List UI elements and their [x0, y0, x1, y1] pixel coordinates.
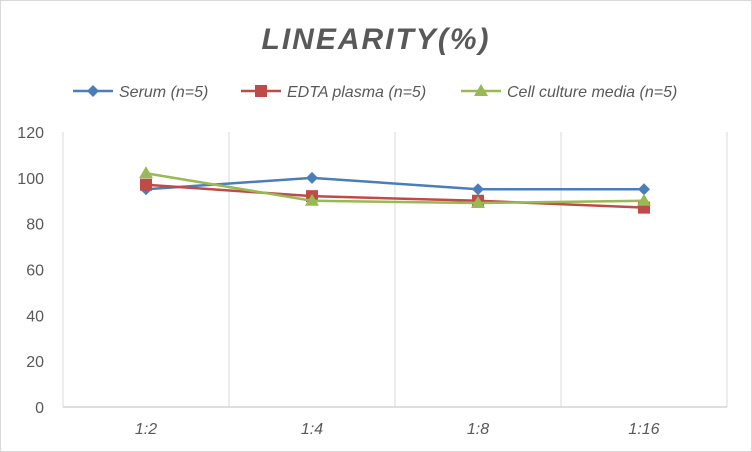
legend-item: Serum (n=5): [73, 84, 208, 101]
legend-item: EDTA plasma (n=5): [241, 84, 426, 101]
legend-label: Cell culture media (n=5): [507, 84, 677, 101]
legend-marker: [87, 85, 99, 97]
data-point: [638, 183, 650, 196]
data-point: [140, 178, 152, 191]
y-axis: 0 20 40 60 80 100 120: [17, 125, 44, 417]
series-3: [139, 166, 651, 209]
data-point: [305, 193, 319, 206]
legend: Serum (n=5) EDTA plasma (n=5) Cell culture…: [73, 84, 677, 101]
data-point: [139, 166, 153, 179]
x-tick-label: 1:4: [301, 421, 323, 438]
series-line: [145, 176, 644, 191]
x-tick-label: 1:16: [628, 421, 659, 438]
y-tick-label: 40: [26, 308, 44, 325]
legend-label: Serum (n=5): [119, 84, 208, 101]
series-line: [145, 183, 645, 209]
data-point: [306, 171, 318, 184]
x-axis: 1:2 1:4 1:8 1:16: [135, 421, 660, 438]
grid: [62, 132, 728, 408]
y-tick-label: 20: [26, 354, 44, 371]
y-tick-label: 100: [17, 171, 44, 188]
legend-marker: [474, 84, 488, 96]
legend-marker: [255, 85, 267, 97]
y-tick-label: 120: [17, 125, 44, 142]
data-point: [471, 196, 485, 209]
legend-item: Cell culture media (n=5): [461, 84, 677, 101]
series-group: [139, 166, 651, 214]
data-point: [472, 183, 484, 196]
x-tick-label: 1:2: [135, 421, 157, 438]
series-line: [145, 172, 645, 205]
chart-title: LINEARITY(%): [262, 23, 491, 56]
data-point: [637, 193, 651, 206]
x-tick-label: 1:8: [467, 421, 489, 438]
y-tick-label: 80: [26, 217, 44, 234]
legend-label: EDTA plasma (n=5): [287, 84, 426, 101]
y-tick-label: 60: [26, 263, 44, 280]
y-tick-label: 0: [35, 400, 44, 417]
